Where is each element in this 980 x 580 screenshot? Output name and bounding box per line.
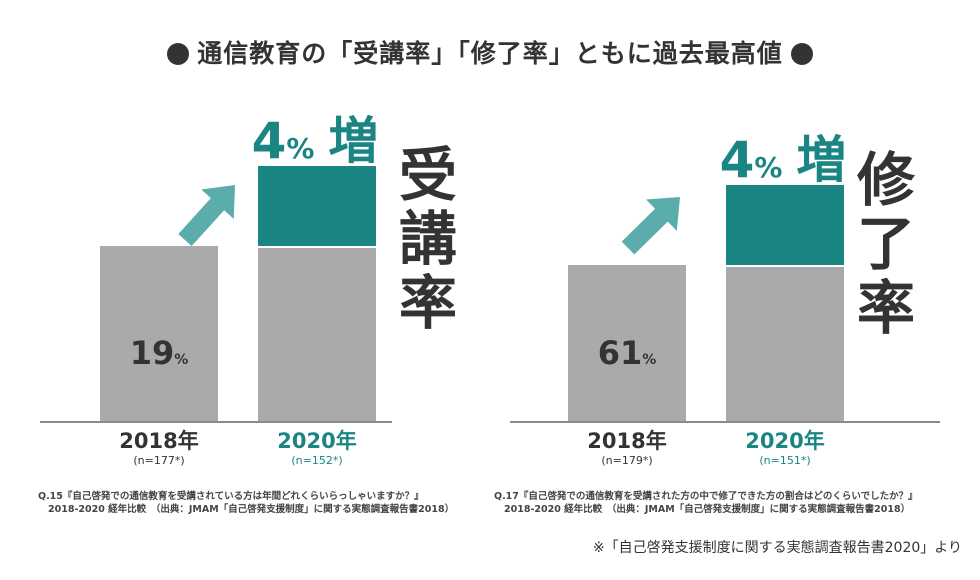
tick-label-2020: 2020年 [277, 429, 356, 453]
bar-2020-completion-base [726, 267, 844, 422]
data-label-2018-completion: 61% [598, 334, 657, 372]
tick-label-2018: 2018年 [119, 429, 198, 453]
chart-attendance: 19% 4% 増 受講率 2018年 (n=177*) 2020年 (n=152*… [40, 112, 457, 467]
source-note: ※「自己啓発支援制度に関する実態調査報告書2020」より [592, 540, 962, 556]
increase-label-attendance: 4% 増 [252, 112, 379, 170]
increase-word: 増 [328, 112, 378, 170]
title-text: 通信教育の「受講率」「修了率」ともに過去最高値 [197, 39, 783, 68]
note-line: Q.15『自己啓発での通信教育を受講されている方は年間どれくらいらっしゃいますか… [38, 491, 424, 502]
bar-2020-completion-increase [726, 185, 844, 265]
sample-size-2020: (n=151*) [759, 454, 810, 467]
chart-label-completion: 修了率 [857, 146, 916, 342]
chart-label-char: 率 [399, 269, 457, 337]
bar-2020-attendance-base [258, 248, 376, 422]
bar-2018-attendance [100, 246, 218, 422]
increase-unit: % [286, 132, 314, 165]
data-label-unit: % [642, 352, 656, 368]
chart-label-char: 講 [399, 205, 457, 273]
increase-arrow-icon [621, 197, 680, 255]
chart-label-char: 修 [857, 146, 916, 214]
question-note-completion: Q.17『自己啓発での通信教育を受講された方の中で修了できた方の割合はどのくらい… [494, 490, 918, 516]
tick-label-2020: 2020年 [745, 429, 824, 453]
data-label-value: 61 [598, 334, 643, 372]
bar-2018-completion [568, 265, 686, 422]
bullet-dot-icon [167, 43, 190, 65]
sample-size-2018: (n=179*) [601, 454, 652, 467]
data-label-value: 19 [130, 334, 175, 372]
chart-completion: 61% 4% 増 修了率 2018年 (n=179*) 2020年 (n=151*… [510, 131, 940, 467]
increase-label-completion: 4% 増 [720, 131, 847, 189]
bar-2020-attendance-increase [258, 166, 376, 246]
chart-label-char: 了 [857, 210, 915, 278]
increase-unit: % [754, 151, 782, 184]
question-note-attendance: Q.15『自己啓発での通信教育を受講されている方は年間どれくらいらっしゃいますか… [38, 490, 454, 516]
chart-label-char: 率 [857, 274, 915, 342]
sample-size-2020: (n=152*) [291, 454, 342, 467]
sample-size-2018: (n=177*) [133, 454, 184, 467]
chart-label-char: 受 [399, 141, 457, 209]
increase-value: 4 [252, 112, 287, 170]
note-line: Q.17『自己啓発での通信教育を受講された方の中で修了できた方の割合はどのくらい… [494, 491, 918, 502]
increase-word: 増 [796, 131, 846, 189]
increase-arrow-icon [178, 185, 235, 247]
data-label-unit: % [174, 352, 188, 368]
bullet-dot-icon [790, 43, 813, 65]
chart-label-attendance: 受講率 [399, 141, 457, 337]
data-label-2018-attendance: 19% [130, 334, 189, 372]
note-line: 2018-2020 経年比較 （出典：JMAM「自己啓発支援制度」に関する実態調… [48, 504, 455, 515]
increase-value: 4 [720, 131, 755, 189]
note-line: 2018-2020 経年比較 （出典：JMAM「自己啓発支援制度」に関する実態調… [504, 504, 911, 515]
page-title: 通信教育の「受講率」「修了率」ともに過去最高値 [0, 34, 980, 70]
tick-label-2018: 2018年 [587, 429, 666, 453]
